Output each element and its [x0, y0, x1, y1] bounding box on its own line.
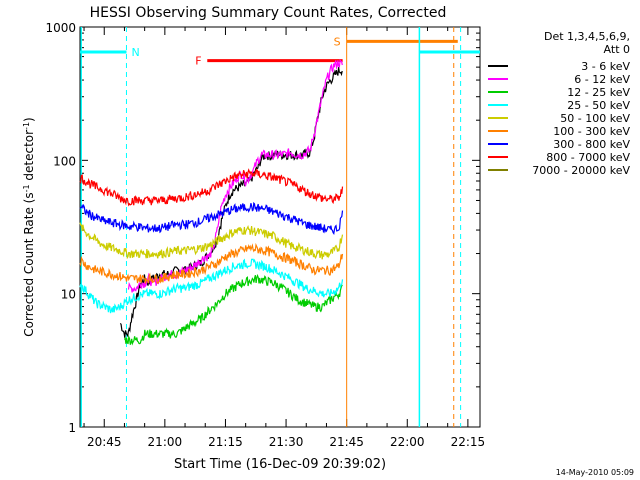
series-line-3: [79, 258, 344, 314]
legend-label: 12 - 25 keV: [567, 86, 630, 99]
legend-label: 300 - 800 keV: [553, 138, 630, 151]
y-tick-label: 100: [53, 154, 76, 168]
y-axis-label-sup2: -1: [22, 122, 31, 130]
y-axis-label-text: Corrected Count Rate (s: [22, 192, 36, 336]
series-line-7: [79, 168, 344, 207]
x-tick-labels: 20:45 21:00 21:15 21:30 21:45 22:00 22:15: [87, 435, 485, 449]
y-axis-label-end: ): [22, 117, 36, 122]
x-axis-label: Start Time (16-Dec-09 20:39:02): [174, 457, 386, 472]
series-line-0: [119, 67, 343, 338]
x-tick-label: 21:15: [208, 435, 243, 449]
x-tick-label: 21:30: [269, 435, 304, 449]
flare-label: F: [195, 55, 201, 68]
legend-header-line1: Det 1,3,4,5,6,9,: [544, 30, 630, 43]
series-lines: [79, 59, 344, 346]
x-tick-label: 22:15: [451, 435, 486, 449]
series-line-4: [79, 222, 344, 260]
y-tick-label: 1000: [45, 21, 76, 35]
x-tick-label: 21:00: [148, 435, 183, 449]
y-tick-label: 1: [68, 421, 76, 435]
series-line-2: [123, 273, 343, 346]
y-tick-labels: 1 10 100 1000: [45, 21, 76, 435]
series-line-5: [79, 242, 344, 285]
saa-label: S: [334, 35, 341, 48]
y-tick-label: 10: [61, 288, 76, 302]
chart-plot-area: N F S: [79, 26, 481, 428]
legend-label: 100 - 300 keV: [553, 125, 630, 138]
y-axis-label-sup1: -1: [22, 184, 31, 192]
night-label: N: [131, 46, 139, 59]
legend-label: 25 - 50 keV: [567, 99, 630, 112]
legend-label: 3 - 6 keV: [581, 60, 630, 73]
plot-frame: [79, 26, 481, 428]
chart-title: HESSI Observing Summary Count Rates, Cor…: [90, 5, 447, 21]
x-tick-label: 21:45: [329, 435, 364, 449]
legend-label: 6 - 12 keV: [574, 73, 630, 86]
legend-label: 50 - 100 keV: [560, 112, 630, 125]
series-line-6: [79, 201, 344, 235]
legend-header-line2: Att 0: [604, 43, 630, 56]
x-tick-label: 22:00: [390, 435, 425, 449]
legend-label: 7000 - 20000 keV: [532, 164, 630, 177]
y-axis-label-mid: detector: [22, 130, 36, 185]
legend-label: 800 - 7000 keV: [546, 151, 630, 164]
footer-timestamp: 14-May-2010 05:09: [556, 468, 634, 477]
y-axis-label: Corrected Count Rate (s-1 detector-1): [22, 117, 37, 336]
x-tick-label: 20:45: [87, 435, 122, 449]
